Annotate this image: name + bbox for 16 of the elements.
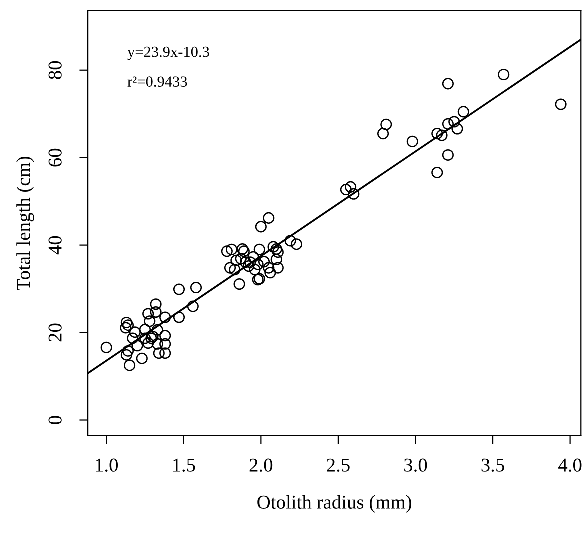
x-tick-label: 2.0 — [250, 458, 273, 472]
annotation: y=23.9x-10.3 — [128, 46, 210, 60]
x-tick-label: 4.0 — [558, 458, 582, 472]
y-tick-label: 80 — [48, 61, 62, 80]
y-axis-title: Total length (cm) — [16, 156, 34, 290]
annotation: r²=0.9433 — [128, 76, 188, 88]
x-tick-label: 3.0 — [404, 458, 428, 472]
y-tick-label: 60 — [48, 148, 62, 167]
y-tick-label: 0 — [48, 416, 62, 424]
x-tick-label: 1.5 — [173, 458, 196, 472]
x-tick-label: 3.5 — [482, 458, 504, 472]
x-tick-label: 2.5 — [327, 458, 350, 472]
x-axis-title: Otolith radius (mm) — [258, 495, 412, 513]
y-tick-label: 40 — [48, 236, 62, 255]
y-tick-label: 20 — [48, 324, 62, 342]
x-tick-label: 1.0 — [96, 458, 118, 472]
